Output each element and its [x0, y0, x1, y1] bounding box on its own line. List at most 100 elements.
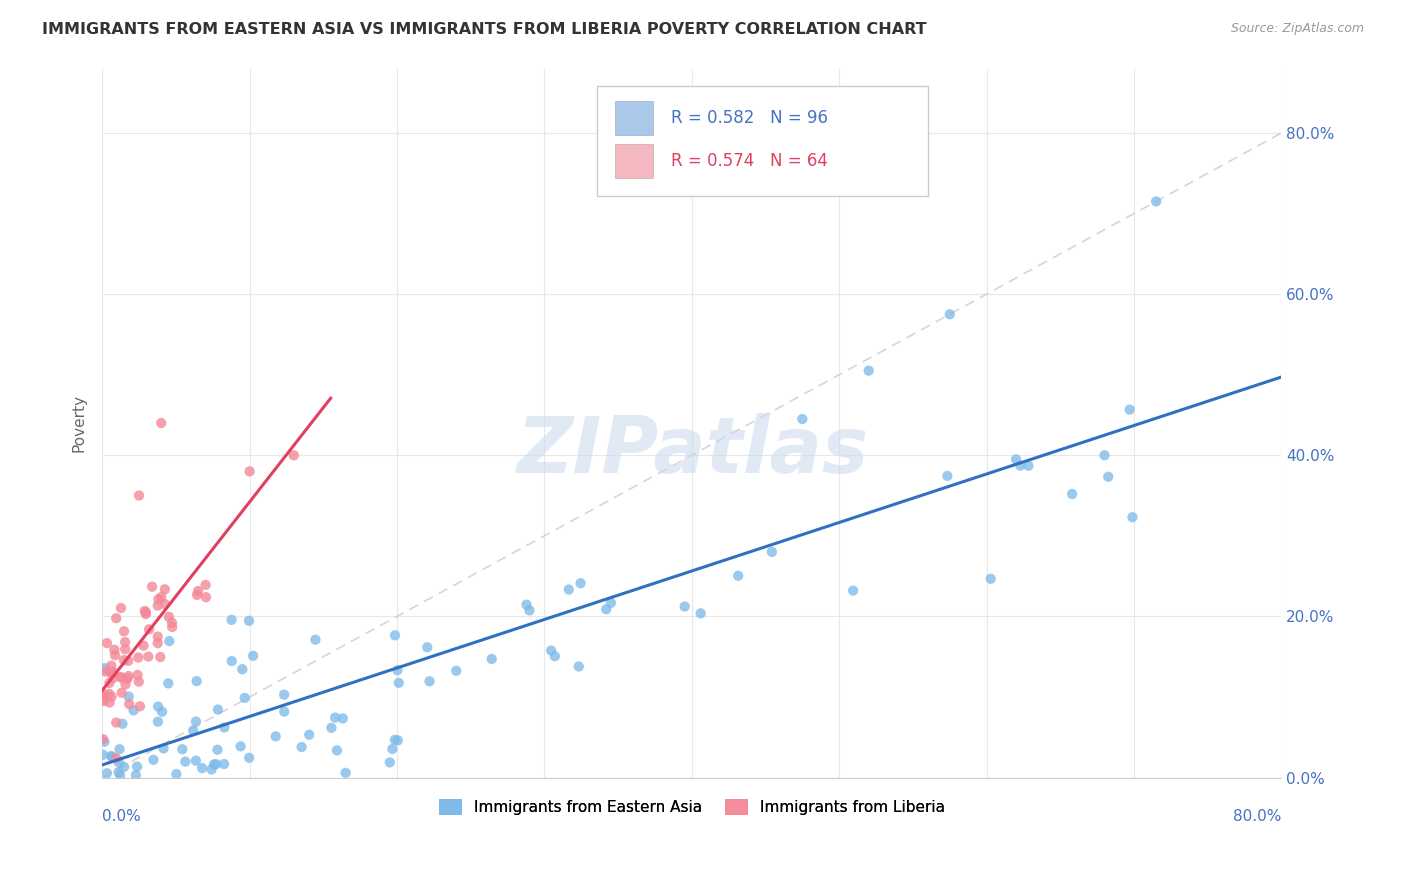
Point	[134, 604, 156, 618]
Point	[125, 759, 148, 773]
Point	[96, 636, 118, 650]
Point	[105, 611, 128, 625]
Point	[101, 671, 124, 685]
Point	[98, 676, 121, 690]
Point	[332, 711, 354, 725]
Point	[595, 602, 617, 616]
Point	[150, 416, 173, 430]
Point	[938, 307, 960, 321]
Point	[174, 755, 197, 769]
Point	[110, 671, 132, 685]
Point	[128, 674, 150, 689]
FancyBboxPatch shape	[616, 144, 652, 178]
Legend: Immigrants from Eastern Asia, Immigrants from Liberia: Immigrants from Eastern Asia, Immigrants…	[433, 793, 950, 821]
Point	[160, 620, 183, 634]
Point	[114, 677, 136, 691]
Point	[129, 699, 152, 714]
Point	[1010, 458, 1032, 473]
Point	[103, 665, 125, 679]
Point	[117, 672, 139, 686]
Point	[446, 664, 468, 678]
Point	[112, 653, 135, 667]
Point	[387, 663, 409, 677]
Point	[93, 735, 115, 749]
Point	[146, 599, 169, 613]
Point	[599, 596, 621, 610]
Point	[184, 714, 207, 729]
Point	[135, 607, 157, 621]
Point	[132, 639, 155, 653]
Point	[187, 584, 209, 599]
Y-axis label: Poverty: Poverty	[72, 394, 86, 452]
Point	[212, 757, 235, 772]
Point	[540, 643, 562, 657]
Point	[125, 768, 148, 782]
Point	[858, 364, 880, 378]
Point	[381, 742, 404, 756]
Point	[842, 583, 865, 598]
Point	[569, 576, 592, 591]
Point	[239, 464, 262, 478]
Point	[127, 650, 149, 665]
Point	[205, 757, 228, 772]
Point	[118, 697, 141, 711]
Point	[91, 732, 114, 747]
Point	[91, 747, 114, 762]
Point	[323, 710, 346, 724]
Point	[149, 650, 172, 665]
Point	[195, 591, 218, 605]
Point	[184, 754, 207, 768]
Point	[157, 610, 180, 624]
Point	[273, 688, 295, 702]
Point	[191, 761, 214, 775]
Point	[111, 686, 134, 700]
Point	[378, 756, 401, 770]
Point	[1144, 194, 1167, 209]
Point	[207, 702, 229, 716]
Point	[1118, 402, 1140, 417]
Point	[231, 662, 253, 676]
Point	[418, 674, 440, 689]
Point	[112, 624, 135, 639]
Point	[673, 599, 696, 614]
Point	[127, 668, 149, 682]
Point	[388, 675, 411, 690]
Point	[335, 765, 357, 780]
Point	[172, 742, 194, 756]
Point	[98, 696, 121, 710]
Point	[146, 630, 169, 644]
Text: IMMIGRANTS FROM EASTERN ASIA VS IMMIGRANTS FROM LIBERIA POVERTY CORRELATION CHAR: IMMIGRANTS FROM EASTERN ASIA VS IMMIGRAN…	[42, 22, 927, 37]
Point	[221, 654, 243, 668]
Point	[96, 766, 118, 780]
Point	[141, 580, 163, 594]
Point	[1097, 470, 1119, 484]
Point	[233, 690, 256, 705]
Text: Source: ZipAtlas.com: Source: ZipAtlas.com	[1230, 22, 1364, 36]
Point	[150, 590, 173, 604]
Point	[326, 743, 349, 757]
Point	[93, 694, 115, 708]
Point	[93, 661, 115, 675]
Point	[108, 768, 131, 782]
Point	[980, 572, 1002, 586]
Point	[107, 765, 129, 780]
Point	[153, 582, 176, 597]
Point	[97, 687, 120, 701]
Point	[146, 636, 169, 650]
Point	[689, 607, 711, 621]
Point	[384, 628, 406, 642]
Point	[101, 750, 124, 764]
Point	[114, 642, 136, 657]
Point	[936, 469, 959, 483]
Point	[181, 723, 204, 738]
Point	[100, 748, 122, 763]
Point	[264, 730, 287, 744]
Point	[107, 756, 129, 770]
Point	[152, 741, 174, 756]
Point	[138, 623, 160, 637]
Point	[1017, 458, 1039, 473]
Point	[100, 665, 122, 679]
Point	[94, 665, 117, 679]
Point	[321, 721, 343, 735]
Point	[1121, 510, 1143, 524]
